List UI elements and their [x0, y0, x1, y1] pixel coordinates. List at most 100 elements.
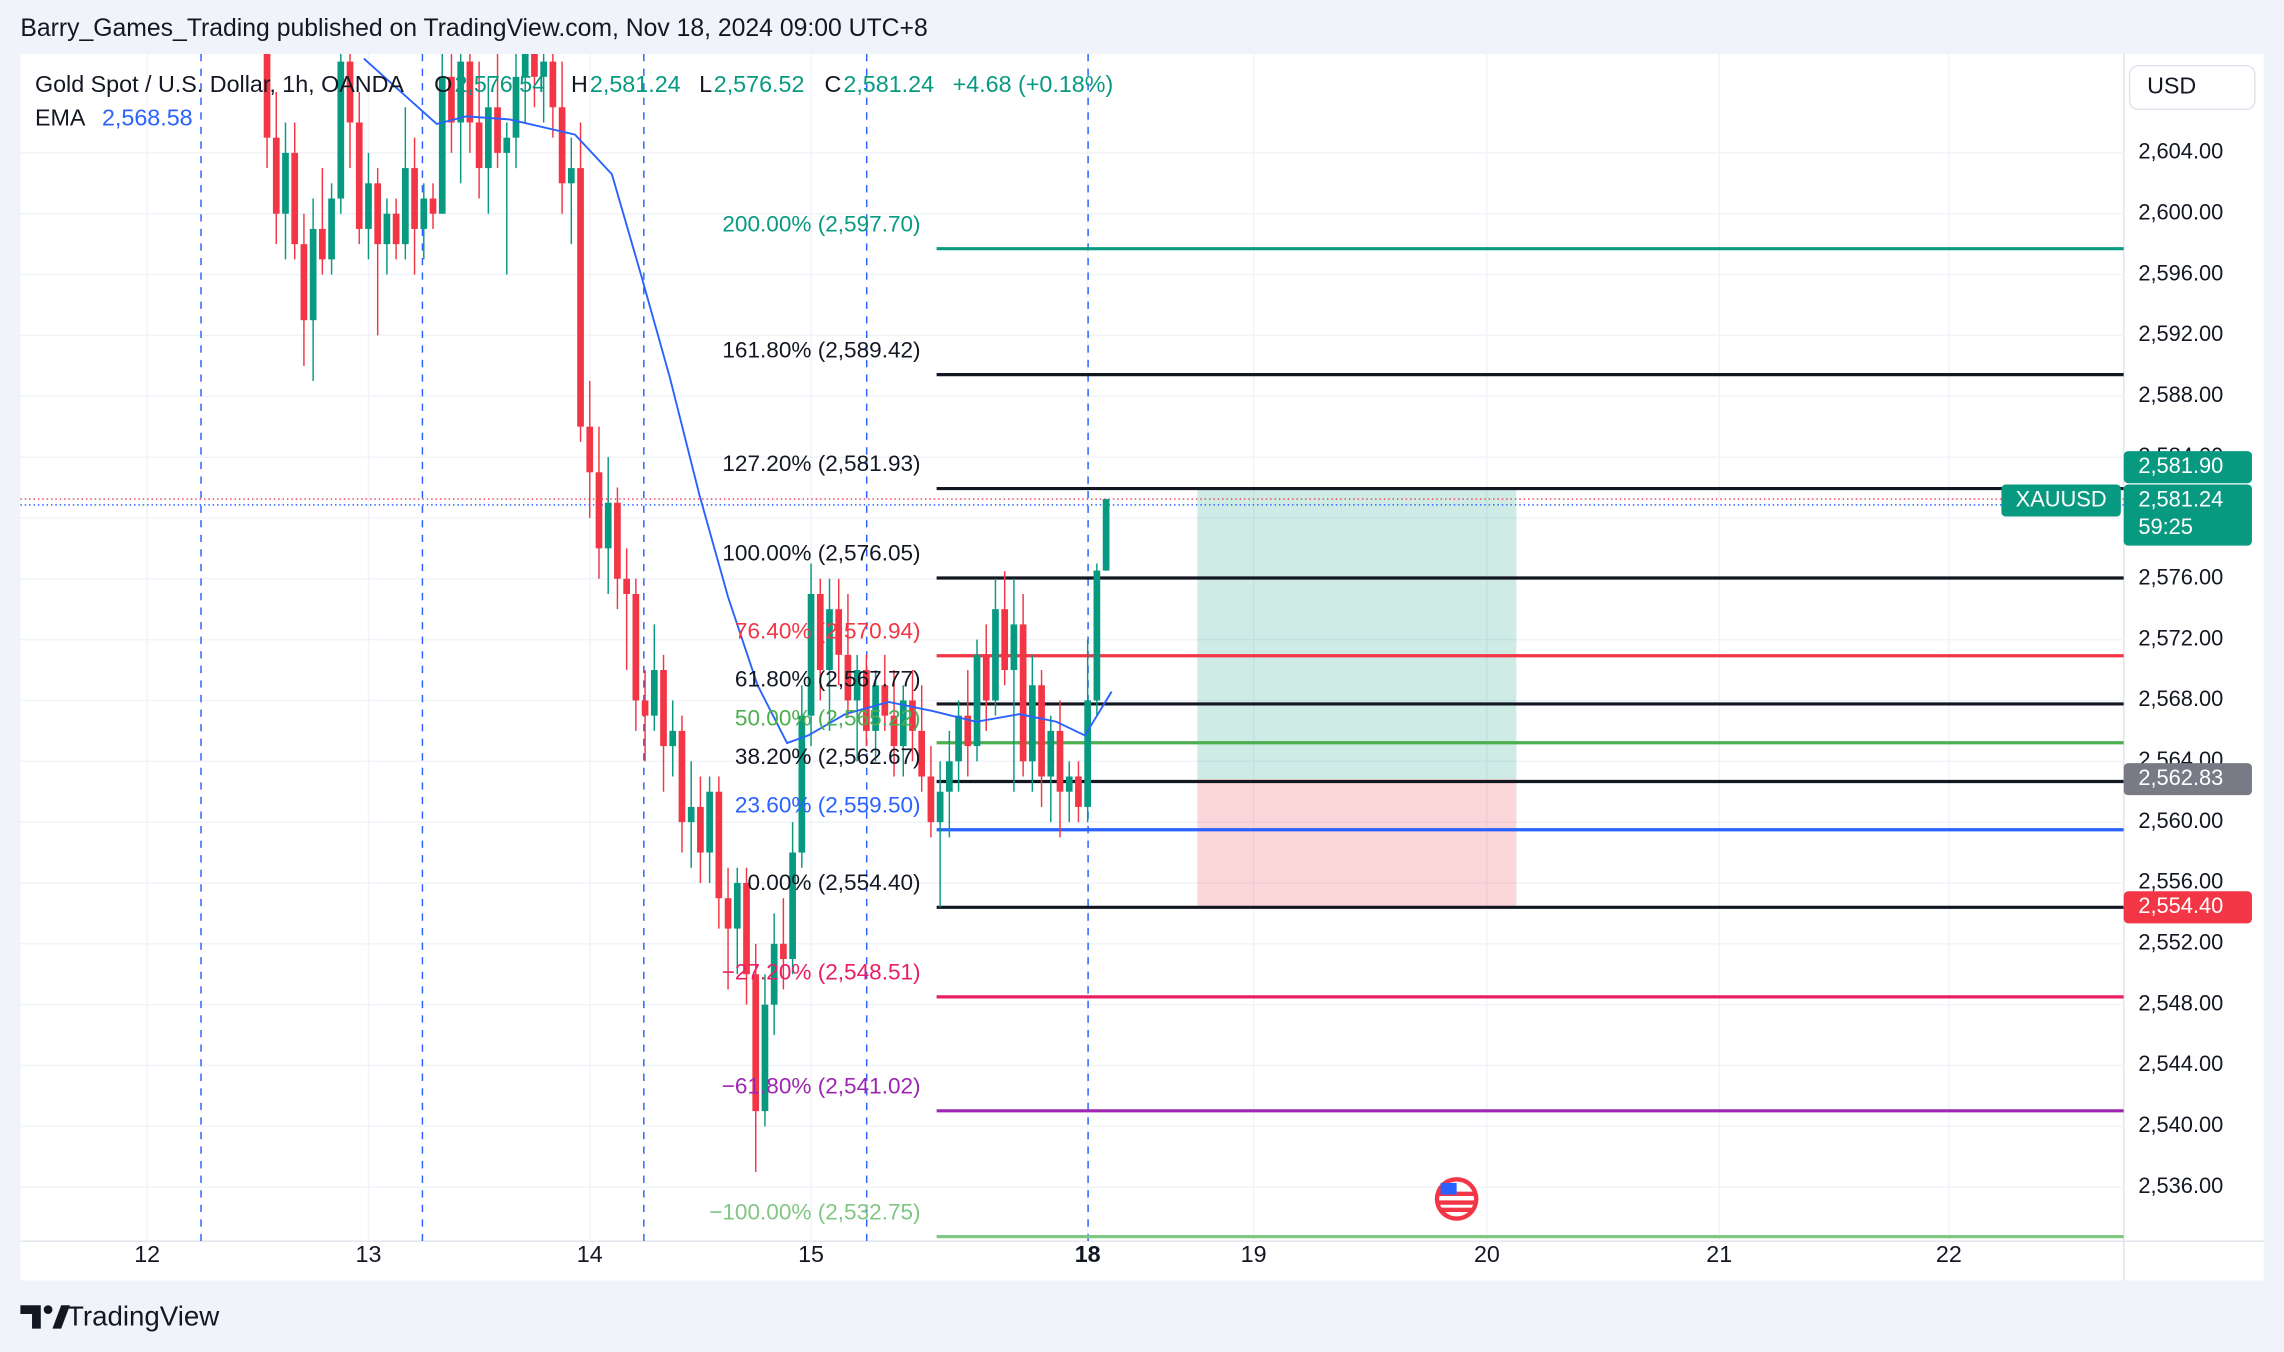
y-tick-label: 2,588.00	[2138, 382, 2223, 407]
x-tick-label: 19	[1241, 1241, 1267, 1267]
chart-panel	[20, 54, 2264, 1281]
candle-body	[678, 730, 686, 823]
y-tick-label: 2,604.00	[2138, 139, 2223, 164]
fib-label: 23.60% (2,559.50)	[735, 792, 921, 817]
publisher: Barry_Games_Trading published on Trading…	[20, 15, 927, 42]
candle-body	[918, 730, 926, 777]
candle-body	[715, 791, 723, 899]
y-tick-label: 2,552.00	[2138, 930, 2223, 955]
target-price-box	[2123, 451, 2252, 484]
loss-zone	[1197, 779, 1517, 908]
candle-body	[660, 670, 667, 747]
candle-body	[438, 76, 446, 214]
candle-body	[1075, 776, 1082, 807]
symbol-box	[2001, 484, 2121, 517]
candle-body	[752, 974, 760, 1112]
candle-body	[484, 107, 492, 169]
y-tick-label: 2,600.00	[2138, 199, 2223, 224]
currency-button[interactable]	[2128, 64, 2256, 111]
candle-body	[475, 122, 483, 169]
ohlc-key: C	[824, 71, 841, 97]
candle-body	[1001, 609, 1009, 671]
ohlc-key: L	[699, 71, 712, 97]
y-tick-label: 2,592.00	[2138, 321, 2223, 346]
candle-body	[946, 761, 953, 792]
symbol: Gold Spot / U.S. Dollar, 1h, OANDA	[35, 71, 404, 97]
candle-body	[853, 670, 861, 701]
candle-body	[577, 168, 584, 427]
candle-body	[1028, 685, 1036, 762]
candle-body	[272, 137, 280, 214]
candle-body	[835, 609, 843, 655]
candle-body	[650, 670, 658, 716]
candle-body	[503, 137, 511, 153]
candle-body	[420, 198, 428, 229]
candle-body	[955, 715, 962, 762]
x-tick-label: 14	[577, 1241, 603, 1267]
entry-price-box	[2123, 763, 2252, 796]
candle-body	[1047, 730, 1055, 777]
candle-body	[992, 609, 999, 701]
candle-body	[512, 76, 520, 138]
candle-body	[346, 61, 354, 123]
y-tick-label: 2,572.00	[2138, 625, 2223, 650]
y-tick-label: 2,544.00	[2138, 1051, 2223, 1076]
candle-body	[1038, 685, 1045, 777]
candle-body	[291, 152, 299, 245]
last-price: 2,581.24	[2138, 486, 2223, 511]
fib-label: 61.80% (2,567.77)	[735, 667, 921, 692]
candle-body	[872, 685, 879, 731]
candle-body	[328, 198, 335, 260]
candle-body	[401, 168, 409, 245]
y-tick-label: 2,540.00	[2138, 1112, 2223, 1137]
candle-body	[466, 61, 474, 123]
symbol-tag: XAUUSD	[2016, 486, 2107, 511]
candle-body	[927, 776, 935, 823]
candle-body	[816, 593, 824, 671]
y-tick-label: 2,568.00	[2138, 686, 2223, 711]
fib-label: 127.20% (2,581.93)	[722, 451, 920, 476]
candle-body	[733, 882, 741, 929]
candle-body	[863, 670, 870, 731]
candle-body	[549, 61, 557, 108]
candle-body	[300, 244, 308, 321]
overlay: 2,536.00 2,540.00 2,544.00 2,548.00 2,552.00…	[35, 71, 2252, 1267]
x-tick-label: 18	[1075, 1241, 1101, 1267]
ema-value: 2,568.58	[102, 105, 193, 131]
fib-label: 38.20% (2,562.67)	[735, 744, 921, 769]
candle-body	[595, 472, 603, 549]
candle-body	[337, 61, 345, 199]
fib-label: −100.00% (2,532.75)	[709, 1199, 920, 1224]
candle-body	[909, 700, 916, 731]
ohlc-value: 2,576.52	[714, 71, 805, 97]
fib-label: 0.00% (2,554.40)	[747, 870, 920, 895]
candle-body	[770, 943, 778, 1005]
plot	[20, 54, 2124, 1242]
target-price: 2,581.90	[2138, 453, 2223, 478]
candle-body	[263, 54, 271, 138]
fib-label: 200.00% (2,597.70)	[722, 211, 920, 236]
candle-body	[632, 593, 640, 701]
candle-body	[807, 593, 815, 716]
candle-body	[1056, 730, 1064, 792]
candle-body	[623, 578, 630, 594]
candle-body	[964, 715, 972, 747]
candle-body	[540, 61, 548, 77]
x-tick-label: 21	[1706, 1241, 1732, 1267]
candle-body	[309, 228, 317, 321]
candle-body	[429, 198, 437, 214]
candle-body	[761, 1004, 769, 1112]
candle-body	[706, 791, 713, 853]
currency[interactable]: USD	[2147, 73, 2196, 99]
candle-body	[641, 700, 649, 716]
candle-body	[881, 685, 889, 716]
ohlc-value: 2,581.24	[590, 71, 681, 97]
candle-body	[899, 700, 907, 747]
candle-body	[844, 654, 852, 701]
candle-body	[1019, 624, 1027, 762]
candle-body	[687, 806, 695, 823]
x-tick-label: 12	[134, 1241, 160, 1267]
ema-name: EMA	[35, 105, 86, 131]
